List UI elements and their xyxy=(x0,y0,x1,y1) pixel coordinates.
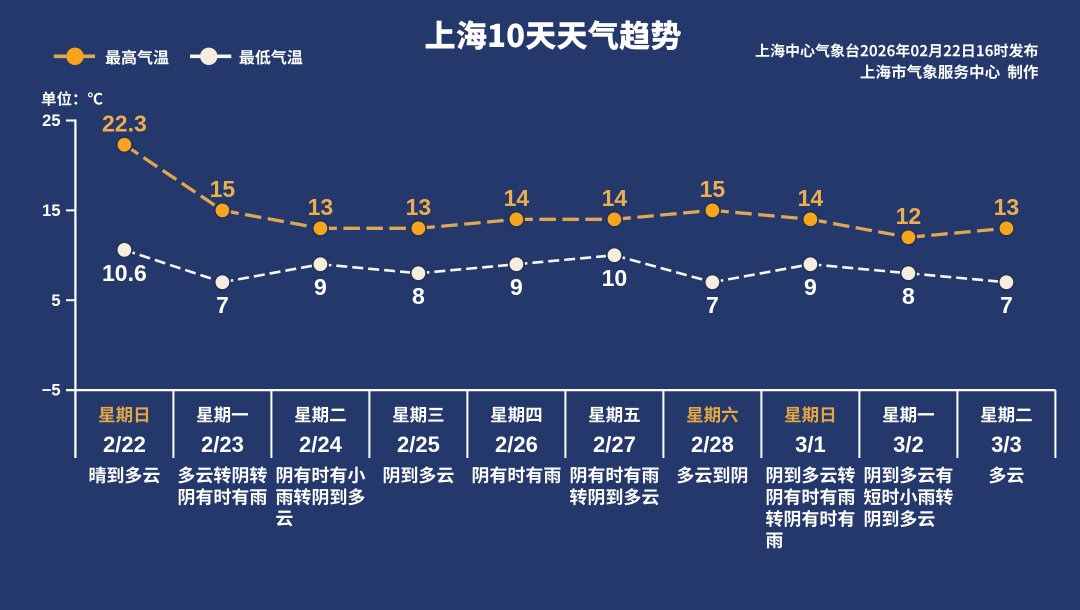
svg-text:5: 5 xyxy=(51,292,60,310)
svg-text:2/24: 2/24 xyxy=(299,432,343,457)
svg-text:7: 7 xyxy=(216,292,229,318)
svg-text:22.3: 22.3 xyxy=(102,110,147,136)
svg-text:9: 9 xyxy=(510,274,523,300)
svg-text:3/3: 3/3 xyxy=(991,432,1022,457)
svg-text:14: 14 xyxy=(798,185,824,211)
svg-text:2/27: 2/27 xyxy=(593,432,636,457)
svg-text:8: 8 xyxy=(412,283,425,309)
svg-text:2/23: 2/23 xyxy=(201,432,244,457)
svg-text:15: 15 xyxy=(42,202,60,220)
svg-text:10.6: 10.6 xyxy=(102,260,147,286)
svg-text:2/26: 2/26 xyxy=(495,432,538,457)
svg-text:13: 13 xyxy=(994,194,1020,220)
svg-text:2/28: 2/28 xyxy=(691,432,734,457)
svg-text:7: 7 xyxy=(1000,292,1013,318)
svg-text:14: 14 xyxy=(602,185,628,211)
svg-text:12: 12 xyxy=(896,203,922,229)
svg-text:3/1: 3/1 xyxy=(795,432,826,457)
svg-text:13: 13 xyxy=(406,194,432,220)
svg-text:15: 15 xyxy=(700,176,726,202)
svg-text:2/25: 2/25 xyxy=(397,432,440,457)
svg-text:2/22: 2/22 xyxy=(103,432,146,457)
svg-text:3/2: 3/2 xyxy=(893,432,924,457)
svg-text:7: 7 xyxy=(706,292,719,318)
svg-text:9: 9 xyxy=(314,274,327,300)
svg-text:10: 10 xyxy=(602,265,628,291)
svg-text:8: 8 xyxy=(902,283,915,309)
svg-text:−5: −5 xyxy=(42,382,61,400)
svg-text:14: 14 xyxy=(504,185,530,211)
svg-text:25: 25 xyxy=(42,112,60,130)
svg-text:15: 15 xyxy=(210,176,236,202)
svg-text:13: 13 xyxy=(308,194,334,220)
svg-text:9: 9 xyxy=(804,274,817,300)
